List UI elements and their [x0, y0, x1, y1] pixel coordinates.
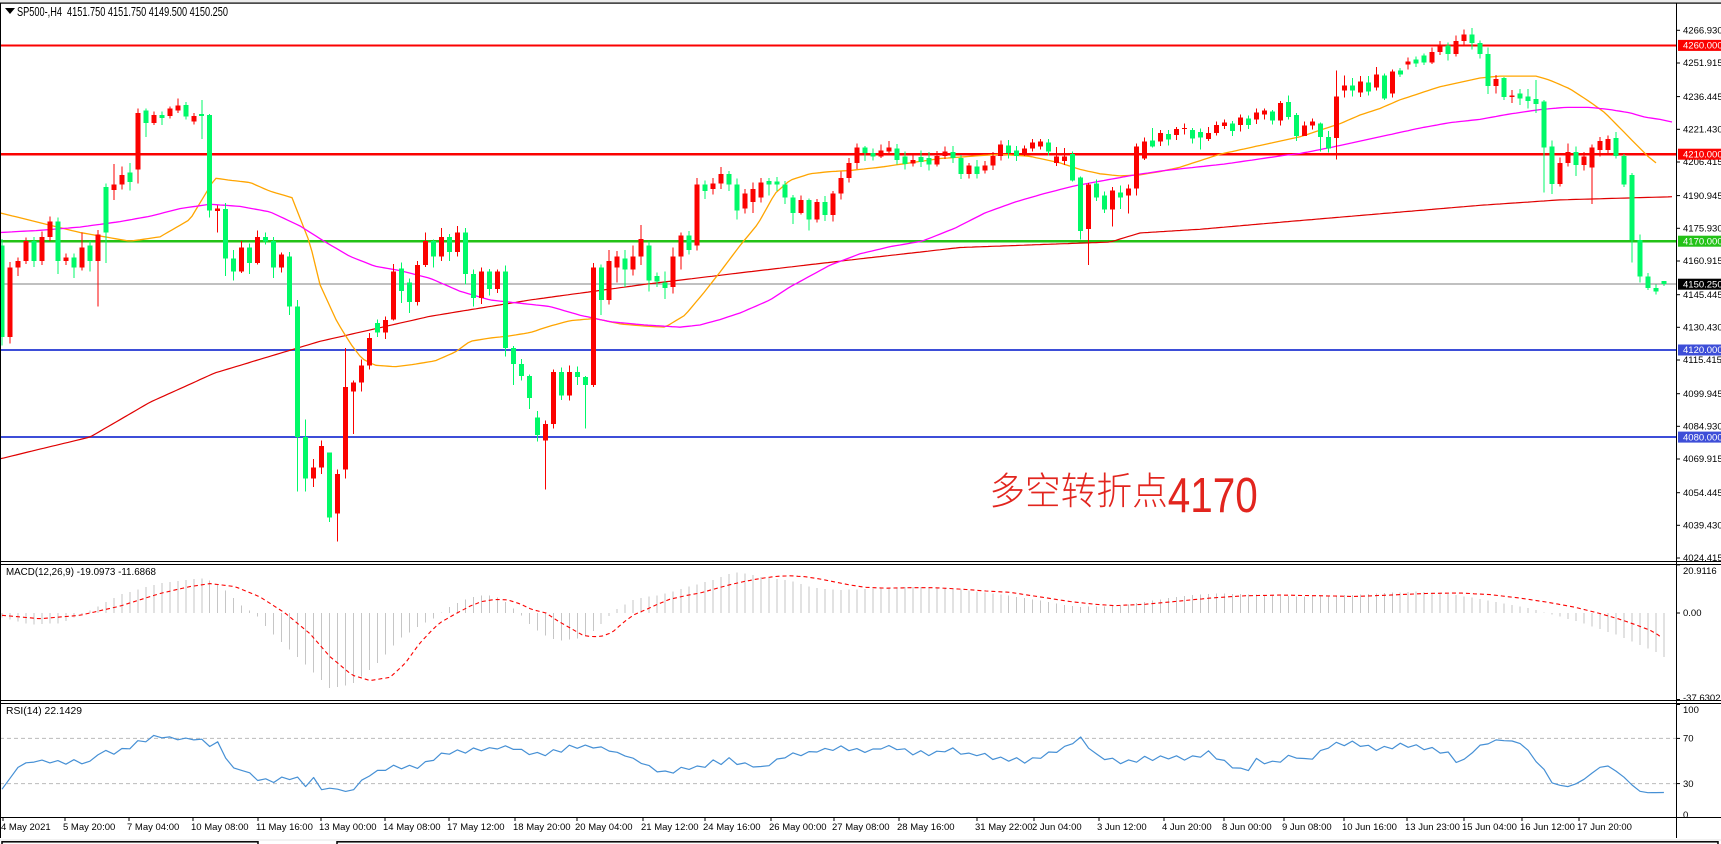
svg-text:17 May 12:00: 17 May 12:00: [447, 822, 505, 833]
svg-text:4099.945: 4099.945: [1683, 389, 1721, 400]
svg-text:9 Jun 08:00: 9 Jun 08:00: [1282, 822, 1332, 833]
svg-text:20.9116: 20.9116: [1683, 566, 1717, 577]
svg-text:SP500-,H4 4151.750 4151.750 4: SP500-,H4 4151.750 4151.750 4149.500 415…: [17, 5, 228, 19]
svg-text:4115.415: 4115.415: [1683, 355, 1721, 366]
svg-text:4120.000: 4120.000: [1683, 345, 1721, 356]
svg-text:4210.000: 4210.000: [1683, 149, 1721, 160]
svg-text:4190.945: 4190.945: [1683, 191, 1721, 202]
svg-text:15 Jun 04:00: 15 Jun 04:00: [1462, 822, 1517, 833]
svg-text:MACD(12,26,9) -19.0973 -11.686: MACD(12,26,9) -19.0973 -11.6868: [6, 566, 156, 578]
svg-text:3 Jun 12:00: 3 Jun 12:00: [1097, 822, 1147, 833]
svg-text:4039.430: 4039.430: [1683, 521, 1721, 532]
svg-text:-37.6302: -37.6302: [1683, 693, 1721, 704]
svg-text:4251.915: 4251.915: [1683, 58, 1721, 69]
svg-text:11 May 16:00: 11 May 16:00: [256, 822, 313, 833]
svg-text:13 May 00:00: 13 May 00:00: [319, 822, 377, 833]
svg-text:4260.000: 4260.000: [1683, 41, 1721, 52]
svg-text:4175.930: 4175.930: [1683, 224, 1721, 235]
svg-text:30: 30: [1683, 779, 1694, 790]
svg-text:28 May 16:00: 28 May 16:00: [897, 822, 955, 833]
svg-text:5 May 20:00: 5 May 20:00: [63, 822, 115, 833]
svg-text:4054.445: 4054.445: [1683, 488, 1721, 499]
svg-text:10 Jun 16:00: 10 Jun 16:00: [1342, 822, 1397, 833]
svg-text:17 Jun 20:00: 17 Jun 20:00: [1577, 822, 1632, 833]
svg-text:RSI(14) 22.1429: RSI(14) 22.1429: [6, 705, 82, 717]
svg-text:4084.930: 4084.930: [1683, 422, 1721, 433]
svg-text:26 May 00:00: 26 May 00:00: [769, 822, 827, 833]
svg-text:2 Jun 04:00: 2 Jun 04:00: [1032, 822, 1082, 833]
svg-text:21 May 12:00: 21 May 12:00: [641, 822, 699, 833]
svg-text:20 May 04:00: 20 May 04:00: [575, 822, 633, 833]
svg-text:100: 100: [1683, 705, 1699, 716]
svg-text:7 May 04:00: 7 May 04:00: [127, 822, 179, 833]
svg-text:4080.000: 4080.000: [1683, 432, 1721, 443]
svg-text:8 Jun 00:00: 8 Jun 00:00: [1222, 822, 1272, 833]
svg-text:70: 70: [1683, 734, 1694, 745]
svg-text:31 May 22:00: 31 May 22:00: [975, 822, 1033, 833]
svg-text:4069.915: 4069.915: [1683, 454, 1721, 465]
svg-text:10 May 08:00: 10 May 08:00: [191, 822, 249, 833]
svg-text:13 Jun 23:00: 13 Jun 23:00: [1405, 822, 1460, 833]
svg-text:16 Jun 12:00: 16 Jun 12:00: [1520, 822, 1575, 833]
svg-text:14 May 08:00: 14 May 08:00: [383, 822, 441, 833]
svg-text:4024.415: 4024.415: [1683, 553, 1721, 564]
svg-text:18 May 20:00: 18 May 20:00: [513, 822, 571, 833]
svg-text:4 Jun 20:00: 4 Jun 20:00: [1162, 822, 1212, 833]
svg-text:4170.000: 4170.000: [1683, 236, 1721, 247]
svg-text:4145.445: 4145.445: [1683, 290, 1721, 301]
svg-text:4 May 2021: 4 May 2021: [1, 822, 51, 833]
svg-text:4206.415: 4206.415: [1683, 157, 1721, 168]
svg-text:24 May 16:00: 24 May 16:00: [703, 822, 761, 833]
svg-text:4130.430: 4130.430: [1683, 323, 1721, 334]
svg-text:4236.445: 4236.445: [1683, 92, 1721, 103]
svg-text:0: 0: [1683, 810, 1688, 821]
svg-text:27 May 08:00: 27 May 08:00: [832, 822, 890, 833]
svg-text:4160.915: 4160.915: [1683, 256, 1721, 267]
svg-text:4170: 4170: [1168, 469, 1258, 523]
svg-text:4150.250: 4150.250: [1683, 279, 1721, 290]
svg-text:4266.930: 4266.930: [1683, 26, 1721, 37]
svg-text:4221.430: 4221.430: [1683, 125, 1721, 136]
svg-text:0.00: 0.00: [1683, 608, 1702, 619]
